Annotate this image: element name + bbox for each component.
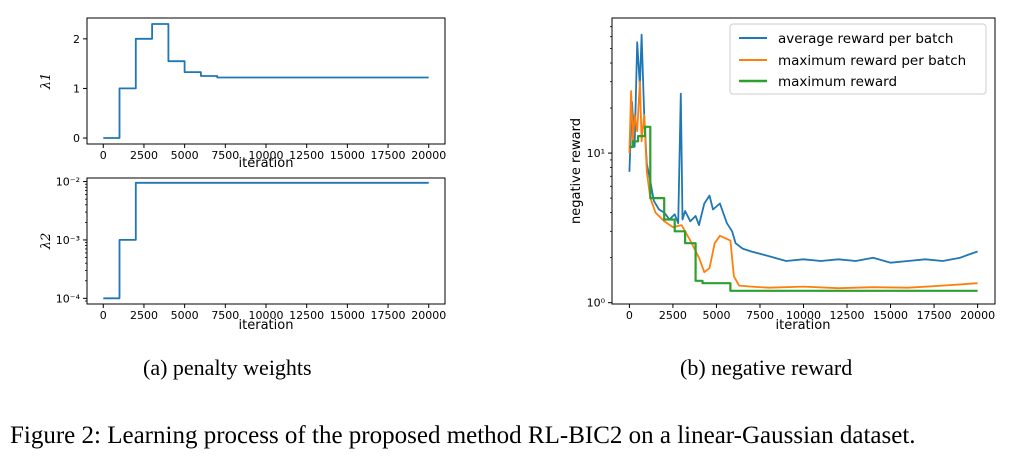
x-tick-label: 15000 <box>330 149 365 162</box>
y-tick-label: 10⁻² <box>56 176 80 189</box>
x-tick-label: 0 <box>100 149 107 162</box>
y-axis-label: λ2 <box>39 233 54 251</box>
plot-frame <box>86 177 446 305</box>
legend-box <box>729 23 987 95</box>
x-tick-label: 15000 <box>873 309 908 322</box>
x-tick-label: 7500 <box>211 309 239 322</box>
y-tick-label: 0 <box>73 132 80 145</box>
x-tick-label: 17500 <box>371 149 406 162</box>
figure-caption: Figure 2: Learning process of the propos… <box>10 422 916 449</box>
subcaption-a: (a) penalty weights <box>143 355 312 380</box>
x-axis-label: iteration <box>239 318 294 333</box>
y-tick-label: 10⁰ <box>587 297 606 310</box>
x-tick-label: 5000 <box>171 309 199 322</box>
x-tick-label: 12500 <box>830 309 865 322</box>
penalty-lambda1-chart: iteration λ1 0 2500 5000 7500 10000 12500 1500… <box>39 17 446 171</box>
x-axis-label: iteration <box>776 318 831 333</box>
series-line-2 <box>629 125 978 292</box>
plot-frame <box>86 17 446 145</box>
x-tick-label: 7500 <box>746 309 774 322</box>
x-tick-label: 12500 <box>289 149 324 162</box>
x-tick-label: 10000 <box>249 149 284 162</box>
x-tick-label: 10000 <box>249 309 284 322</box>
y-tick-label: 10⁻³ <box>56 234 80 247</box>
x-tick-label: 2500 <box>659 309 687 322</box>
x-tick-label: 15000 <box>330 309 365 322</box>
x-tick-label: 0 <box>100 309 107 322</box>
y-tick-label: 2 <box>73 33 80 46</box>
x-tick-label: 2500 <box>130 149 158 162</box>
x-tick-label: 0 <box>626 309 633 322</box>
negative-reward-chart: iteration negative reward average reward… <box>569 17 996 333</box>
x-tick-label: 5000 <box>171 149 199 162</box>
x-tick-label: 2500 <box>130 309 158 322</box>
series-line-0 <box>103 23 429 139</box>
legend-label-average: average reward per batch <box>778 31 953 47</box>
y-tick-label: 10¹ <box>587 147 605 160</box>
x-tick-label: 10000 <box>786 309 821 322</box>
x-tick-label: 12500 <box>289 309 324 322</box>
legend-label-max: maximum reward <box>778 74 897 90</box>
y-axis-label: λ1 <box>39 73 54 91</box>
x-tick-label: 17500 <box>917 309 952 322</box>
y-tick-label: 1 <box>73 82 80 95</box>
penalty-lambda2-chart: iteration λ2 0 2500 5000 7500 10000 12500 1500… <box>39 176 446 333</box>
x-axis-label: iteration <box>239 156 294 171</box>
subcaption-b: (b) negative reward <box>680 355 853 380</box>
x-tick-label: 17500 <box>371 309 406 322</box>
x-tick-label: 7500 <box>211 149 239 162</box>
x-tick-label: 5000 <box>702 309 730 322</box>
series-line-0 <box>103 181 429 300</box>
x-tick-label: 20000 <box>411 309 446 322</box>
series-line-1 <box>628 80 978 290</box>
y-tick-label: 10⁻⁴ <box>56 292 81 305</box>
y-axis-label: negative reward <box>569 118 584 224</box>
legend-label-max-batch: maximum reward per batch <box>778 53 966 69</box>
legend: average reward per batch maximum reward … <box>729 23 987 95</box>
x-tick-label: 20000 <box>411 149 446 162</box>
x-tick-label: 20000 <box>960 309 995 322</box>
